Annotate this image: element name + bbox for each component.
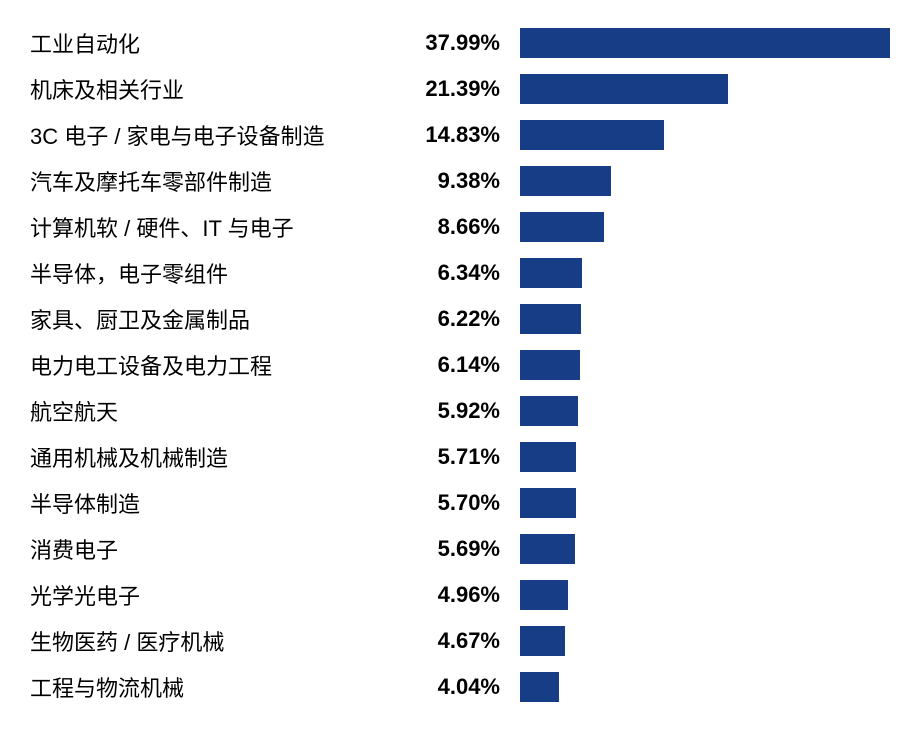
chart-row: 机床及相关行业21.39% bbox=[30, 66, 871, 112]
bar bbox=[520, 350, 580, 380]
chart-row: 半导体制造5.70% bbox=[30, 480, 871, 526]
bar bbox=[520, 212, 604, 242]
row-label: 工程与物流机械 bbox=[30, 671, 370, 703]
bar bbox=[520, 28, 890, 58]
row-label: 光学光电子 bbox=[30, 579, 370, 611]
row-label: 半导体制造 bbox=[30, 487, 370, 519]
row-value: 37.99% bbox=[370, 30, 520, 56]
bar-area bbox=[520, 534, 871, 564]
row-value: 8.66% bbox=[370, 214, 520, 240]
bar bbox=[520, 534, 575, 564]
chart-row: 工业自动化37.99% bbox=[30, 20, 871, 66]
row-value: 6.22% bbox=[370, 306, 520, 332]
row-value: 14.83% bbox=[370, 122, 520, 148]
bar-area bbox=[520, 442, 871, 472]
bar-area bbox=[520, 74, 871, 104]
bar-area bbox=[520, 258, 871, 288]
row-label: 计算机软 / 硬件、IT 与电子 bbox=[30, 211, 370, 243]
bar bbox=[520, 304, 581, 334]
row-value: 5.71% bbox=[370, 444, 520, 470]
bar bbox=[520, 74, 728, 104]
bar-area bbox=[520, 488, 871, 518]
bar-area bbox=[520, 212, 871, 242]
bar-area bbox=[520, 396, 871, 426]
row-label: 生物医药 / 医疗机械 bbox=[30, 625, 370, 657]
row-label: 航空航天 bbox=[30, 395, 370, 427]
row-label: 通用机械及机械制造 bbox=[30, 441, 370, 473]
chart-row: 家具、厨卫及金属制品6.22% bbox=[30, 296, 871, 342]
bar bbox=[520, 488, 576, 518]
bar-area bbox=[520, 304, 871, 334]
bar-area bbox=[520, 580, 871, 610]
row-label: 工业自动化 bbox=[30, 27, 370, 59]
row-value: 4.96% bbox=[370, 582, 520, 608]
bar bbox=[520, 580, 568, 610]
chart-row: 计算机软 / 硬件、IT 与电子8.66% bbox=[30, 204, 871, 250]
row-value: 4.67% bbox=[370, 628, 520, 654]
bar-area bbox=[520, 166, 871, 196]
bar bbox=[520, 672, 559, 702]
bar-area bbox=[520, 28, 871, 58]
chart-row: 光学光电子4.96% bbox=[30, 572, 871, 618]
chart-row: 通用机械及机械制造5.71% bbox=[30, 434, 871, 480]
row-label: 电力电工设备及电力工程 bbox=[30, 349, 370, 381]
chart-row: 生物医药 / 医疗机械4.67% bbox=[30, 618, 871, 664]
bar-area bbox=[520, 350, 871, 380]
row-value: 6.34% bbox=[370, 260, 520, 286]
bar bbox=[520, 626, 565, 656]
row-label: 半导体，电子零组件 bbox=[30, 257, 370, 289]
bar-area bbox=[520, 626, 871, 656]
row-value: 5.92% bbox=[370, 398, 520, 424]
bar bbox=[520, 166, 611, 196]
chart-row: 工程与物流机械4.04% bbox=[30, 664, 871, 710]
row-label: 3C 电子 / 家电与电子设备制造 bbox=[30, 119, 370, 151]
bar bbox=[520, 258, 582, 288]
row-label: 家具、厨卫及金属制品 bbox=[30, 303, 370, 335]
bar bbox=[520, 442, 576, 472]
row-label: 汽车及摩托车零部件制造 bbox=[30, 165, 370, 197]
row-value: 9.38% bbox=[370, 168, 520, 194]
chart-row: 半导体，电子零组件6.34% bbox=[30, 250, 871, 296]
chart-row: 航空航天5.92% bbox=[30, 388, 871, 434]
row-value: 5.70% bbox=[370, 490, 520, 516]
bar-area bbox=[520, 120, 871, 150]
chart-row: 汽车及摩托车零部件制造9.38% bbox=[30, 158, 871, 204]
industry-bar-chart: 工业自动化37.99%机床及相关行业21.39%3C 电子 / 家电与电子设备制… bbox=[30, 20, 871, 710]
chart-row: 3C 电子 / 家电与电子设备制造14.83% bbox=[30, 112, 871, 158]
row-value: 21.39% bbox=[370, 76, 520, 102]
row-label: 机床及相关行业 bbox=[30, 73, 370, 105]
row-value: 4.04% bbox=[370, 674, 520, 700]
row-value: 5.69% bbox=[370, 536, 520, 562]
chart-row: 消费电子5.69% bbox=[30, 526, 871, 572]
bar bbox=[520, 120, 664, 150]
chart-row: 电力电工设备及电力工程6.14% bbox=[30, 342, 871, 388]
row-value: 6.14% bbox=[370, 352, 520, 378]
bar-area bbox=[520, 672, 871, 702]
row-label: 消费电子 bbox=[30, 533, 370, 565]
bar bbox=[520, 396, 578, 426]
